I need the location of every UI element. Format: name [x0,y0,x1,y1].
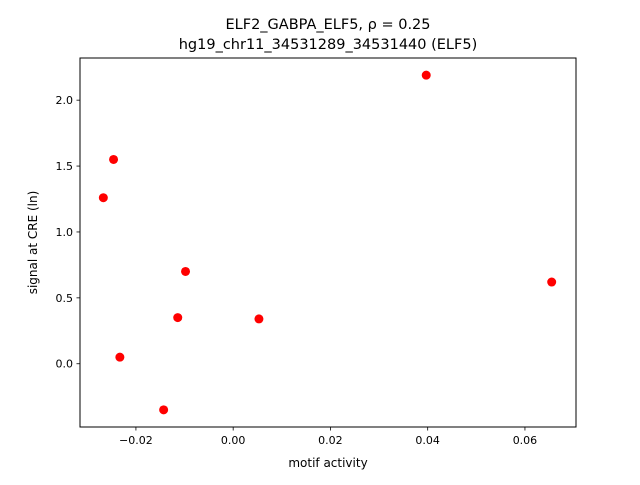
data-point [254,314,264,324]
y-axis-label: signal at CRE (ln) [26,191,40,295]
data-point [115,352,125,362]
data-points [98,70,557,415]
data-point [421,70,431,80]
data-point [173,313,183,323]
y-tick-label: 0.5 [56,292,74,305]
x-tick-label: 0.06 [513,434,538,447]
data-point [159,405,169,415]
y-axis-ticks: 0.0 0.5 1.0 1.5 2.0 [56,94,80,371]
x-tick-label: 0.00 [221,434,246,447]
chart-title-line1: ELF2_GABPA_ELF5, ρ = 0.25 [225,17,430,33]
x-axis-ticks: −0.02 0.00 0.02 0.04 0.06 [119,427,537,447]
data-point [181,266,191,276]
y-tick-label: 0.0 [56,358,74,371]
chart-title-line2: hg19_chr11_34531289_34531440 (ELF5) [179,37,478,53]
x-tick-label: 0.02 [318,434,343,447]
data-point [547,277,557,287]
x-tick-label: 0.04 [415,434,440,447]
y-tick-label: 1.0 [56,226,74,239]
y-tick-label: 1.5 [56,160,74,173]
y-tick-label: 2.0 [56,94,74,107]
x-tick-label: −0.02 [119,434,153,447]
data-point [109,154,119,164]
x-axis-label: motif activity [288,456,367,470]
plot-area-frame [79,57,577,428]
data-point [98,193,108,203]
